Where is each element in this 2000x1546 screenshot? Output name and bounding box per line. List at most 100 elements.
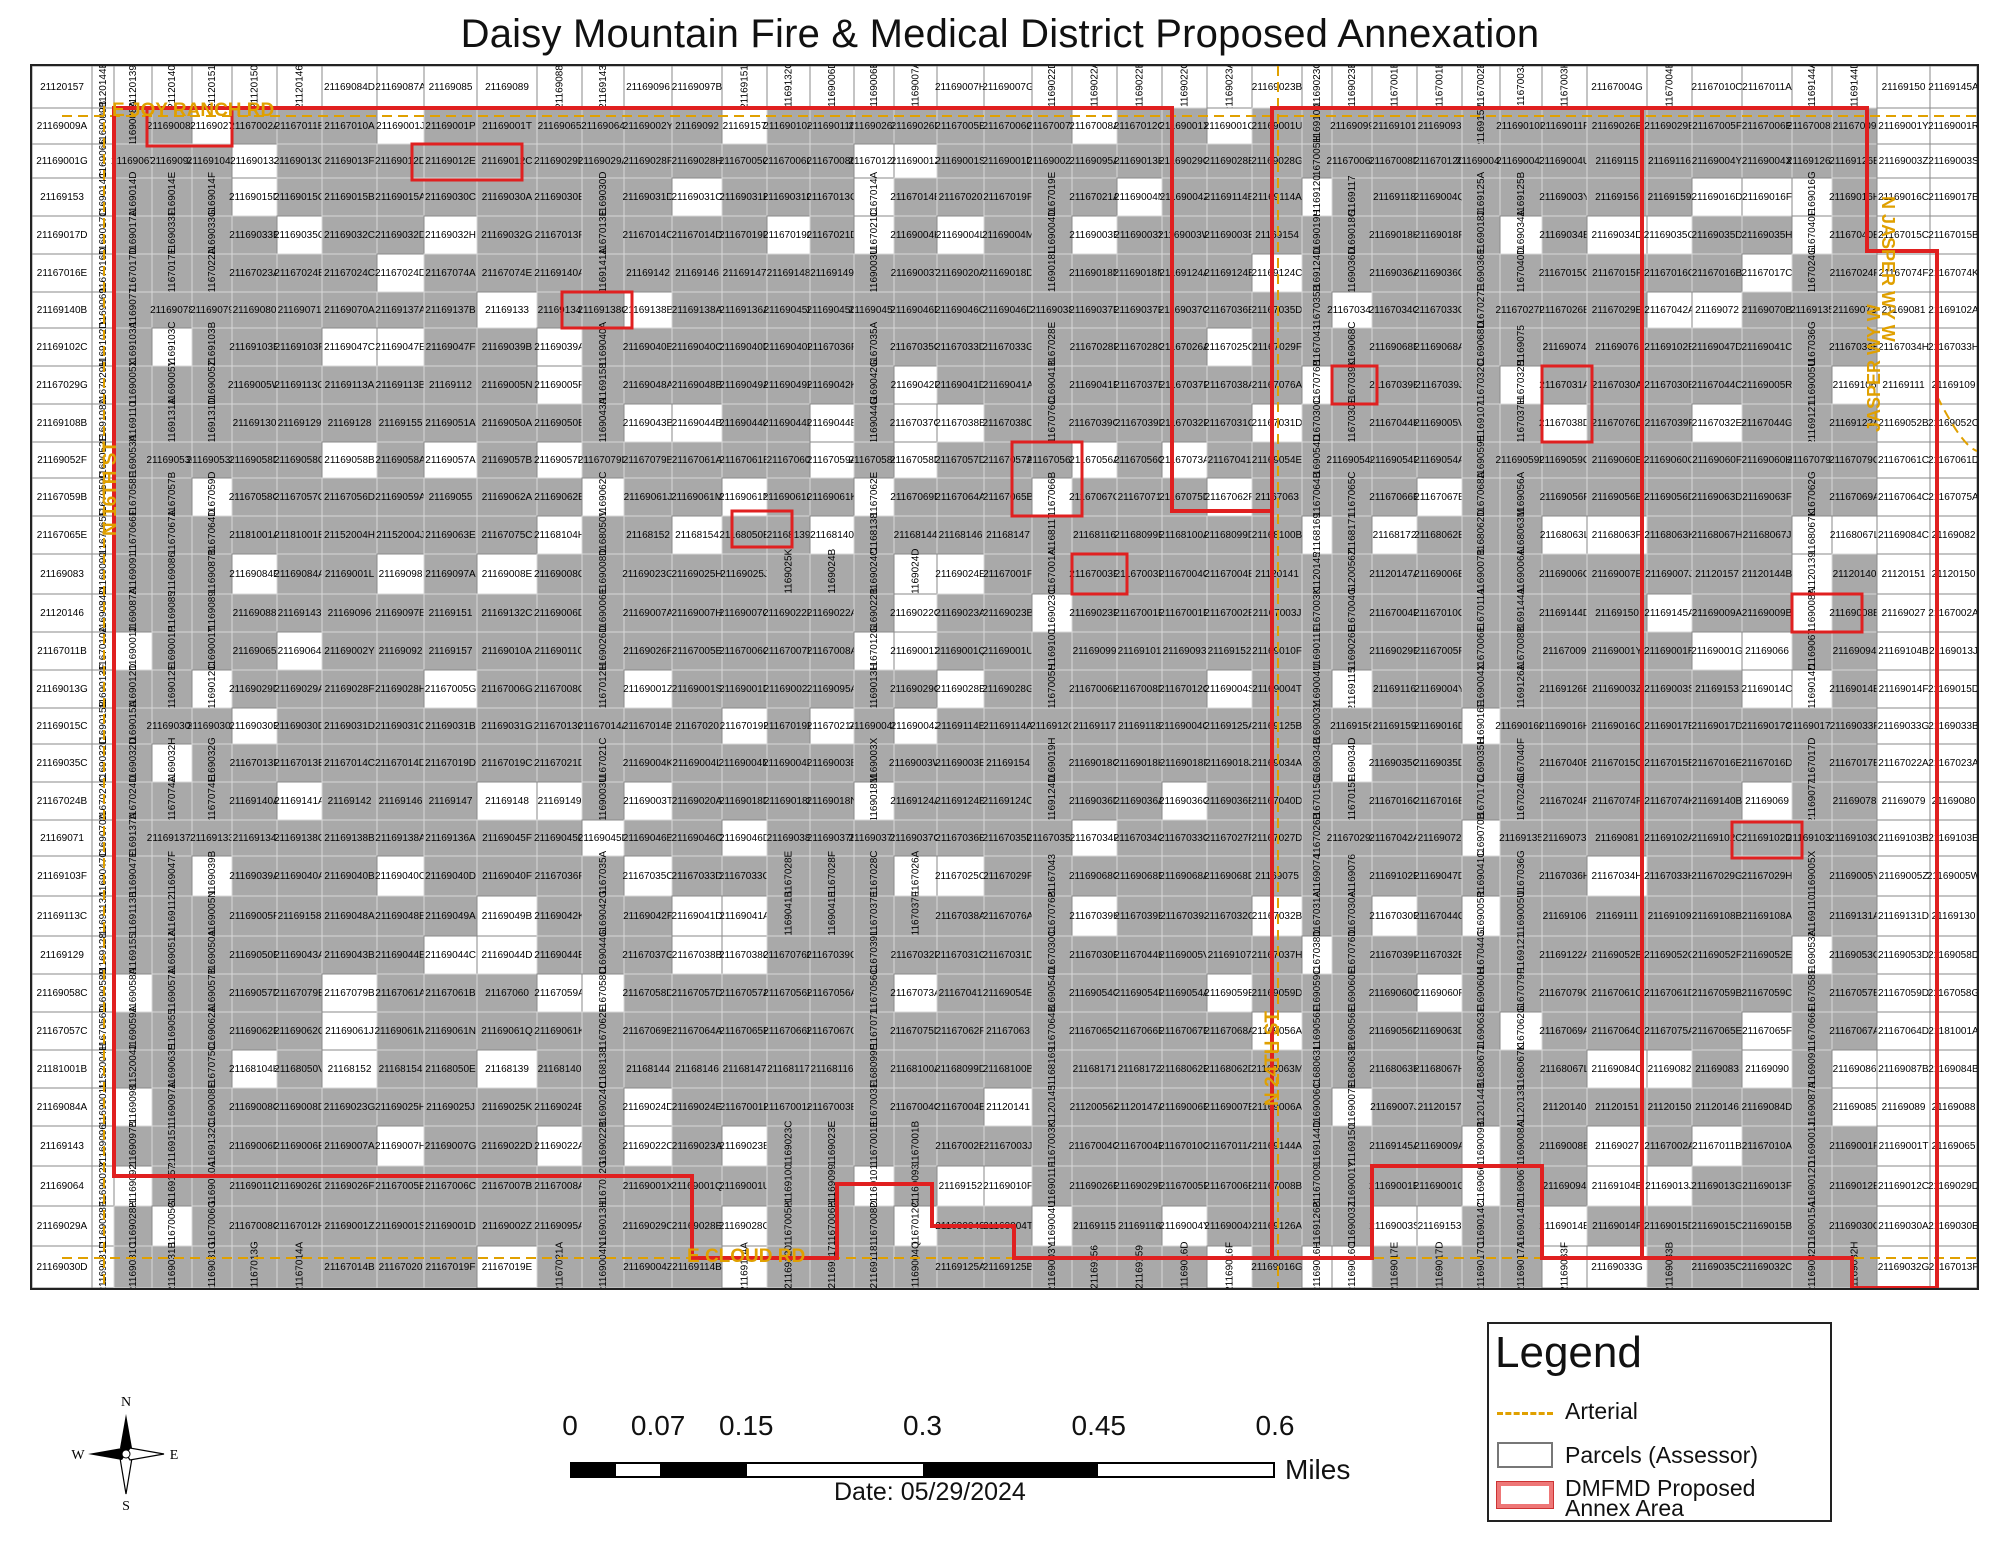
parcel bbox=[1161, 781, 1208, 821]
parcel bbox=[191, 707, 233, 745]
parcel-label: 21167035A bbox=[598, 850, 609, 901]
parcel bbox=[1499, 707, 1543, 745]
parcel-label: 21169109 bbox=[1932, 380, 1976, 391]
parcel bbox=[1071, 895, 1118, 937]
parcel bbox=[983, 107, 1033, 145]
parcel bbox=[1331, 365, 1373, 405]
parcel bbox=[1929, 107, 1977, 145]
parcel-label: 21169027 bbox=[1882, 608, 1926, 619]
parcel-label: 21169093 bbox=[1418, 121, 1462, 132]
parcel bbox=[1499, 935, 1543, 975]
parcel-label: 21169033F bbox=[1830, 721, 1880, 732]
parcel-label: 21169004X bbox=[1476, 663, 1487, 714]
parcel-label: 21167074A bbox=[425, 268, 476, 279]
parcel bbox=[1691, 177, 1743, 217]
parcel-label: 21167005H bbox=[784, 1201, 795, 1252]
parcel-label: 21169014E bbox=[1539, 1221, 1590, 1232]
parcel-label: 21169094 bbox=[150, 156, 194, 167]
parcel-label: 21169071 bbox=[40, 833, 84, 844]
parcel bbox=[1929, 66, 1977, 109]
parcel-label: 21169032G bbox=[481, 230, 533, 241]
parcel bbox=[1541, 973, 1588, 1013]
parcel bbox=[1541, 669, 1588, 709]
parcel-label: 21169022B bbox=[1135, 66, 1146, 112]
parcel bbox=[766, 973, 811, 1013]
parcel-label: 21169001R bbox=[1369, 1181, 1420, 1192]
parcel bbox=[1499, 973, 1543, 1013]
parcel bbox=[231, 553, 278, 595]
parcel-label: 21169047D bbox=[1692, 342, 1743, 353]
parcel bbox=[766, 631, 811, 671]
parcel-label: 21169013H bbox=[869, 664, 880, 715]
parcel bbox=[1461, 935, 1501, 975]
parcel bbox=[1691, 743, 1743, 783]
parcel bbox=[936, 403, 985, 443]
parcel-label: 21167016E bbox=[37, 268, 88, 279]
parcel-label: 21169044E bbox=[534, 950, 585, 961]
parcel bbox=[1741, 669, 1793, 709]
parcel-label: 21169046B bbox=[623, 833, 674, 844]
parcel-label: 21169001R bbox=[1644, 646, 1695, 657]
parcel bbox=[623, 177, 673, 217]
parcel-label: 21169082 bbox=[1648, 1064, 1692, 1075]
parcel-label: 21169103F bbox=[37, 871, 87, 882]
parcel-label: 21167032B bbox=[1516, 359, 1527, 410]
parcel bbox=[191, 403, 233, 443]
parcel-label: 21169001Q bbox=[935, 646, 987, 657]
parcel-map[interactable]: 21120157 21120144B 21120139 21120140 2112015… bbox=[32, 66, 1977, 1288]
parcel-label: 21169059E bbox=[1204, 988, 1255, 999]
parcel-label: 21169056F bbox=[1312, 1006, 1323, 1056]
parcel bbox=[1031, 253, 1073, 293]
parcel-label: 21167038B bbox=[935, 418, 986, 429]
parcel-label: 21167068A bbox=[1476, 471, 1487, 522]
parcel-label: 21167008A bbox=[1069, 121, 1120, 132]
parcel-label: 21169054A bbox=[1159, 988, 1210, 999]
parcel bbox=[423, 781, 478, 821]
parcel-label: 21169057B bbox=[207, 967, 218, 1018]
parcel-label: 21169111 bbox=[1596, 911, 1639, 922]
map-frame[interactable]: 21120157 21120144B 21120139 21120140 2112015… bbox=[30, 64, 1979, 1290]
parcel-label: 21169032D bbox=[375, 230, 426, 241]
parcel-label: 21167037F bbox=[1160, 380, 1210, 391]
parcel-label: 21120157 bbox=[40, 82, 84, 93]
parcel-label: 21169007A bbox=[911, 66, 922, 112]
parcel bbox=[1031, 403, 1073, 443]
parcel-label: 21169017A bbox=[1787, 721, 1838, 732]
parcel-label: 21169023E bbox=[827, 1120, 838, 1171]
parcel-label: 21169056D bbox=[1644, 492, 1695, 503]
parcel bbox=[1301, 1011, 1333, 1051]
parcel-label: 21167019E bbox=[763, 721, 814, 732]
parcel-label: 21167005E bbox=[672, 646, 723, 657]
parcel-label: 21169004N bbox=[1114, 192, 1165, 203]
parcel-label: 21167004B bbox=[1204, 569, 1255, 580]
parcel-label: 21167019C bbox=[482, 758, 533, 769]
parcel bbox=[893, 441, 938, 479]
parcel-label: 21167040D bbox=[1252, 796, 1303, 807]
parcel-label: 21167011B bbox=[1692, 1141, 1742, 1152]
parcel-label: 21169016G bbox=[1807, 171, 1818, 223]
parcel-label: 21169133 bbox=[485, 305, 529, 316]
parcel-label: 21169077 bbox=[128, 288, 139, 332]
parcel bbox=[321, 66, 378, 109]
parcel-label: 21169063D bbox=[1692, 492, 1743, 503]
parcel-label: 21167034G bbox=[1114, 833, 1166, 844]
parcel-label: 21169098 bbox=[379, 569, 423, 580]
parcel bbox=[191, 515, 233, 555]
parcel-label: 21167003J bbox=[1516, 66, 1527, 111]
parcel-label: 21169054D bbox=[1047, 968, 1058, 1019]
parcel bbox=[1331, 441, 1373, 479]
parcel-label: 21169041B bbox=[784, 890, 795, 941]
parcel-label: 21167024G bbox=[1807, 247, 1818, 299]
parcel-label: 21167014D bbox=[672, 230, 723, 241]
parcel-label: 21169143 bbox=[278, 608, 322, 619]
parcel-label: 21169003T bbox=[891, 268, 941, 279]
parcel-label: 21167037E bbox=[1114, 380, 1165, 391]
parcel-label: 21167056E bbox=[1027, 455, 1078, 466]
parcel-label: 21169048B bbox=[672, 380, 723, 391]
parcel-label: 21169026F bbox=[325, 1181, 375, 1192]
parcel-label: 21167079E bbox=[274, 988, 325, 999]
parcel-label: 21120056Z bbox=[1347, 549, 1358, 599]
parcel-label: 21167015B bbox=[1928, 230, 1977, 241]
parcel-label: 21167037G bbox=[890, 418, 942, 429]
parcel-label: 21169023A bbox=[1225, 66, 1236, 112]
